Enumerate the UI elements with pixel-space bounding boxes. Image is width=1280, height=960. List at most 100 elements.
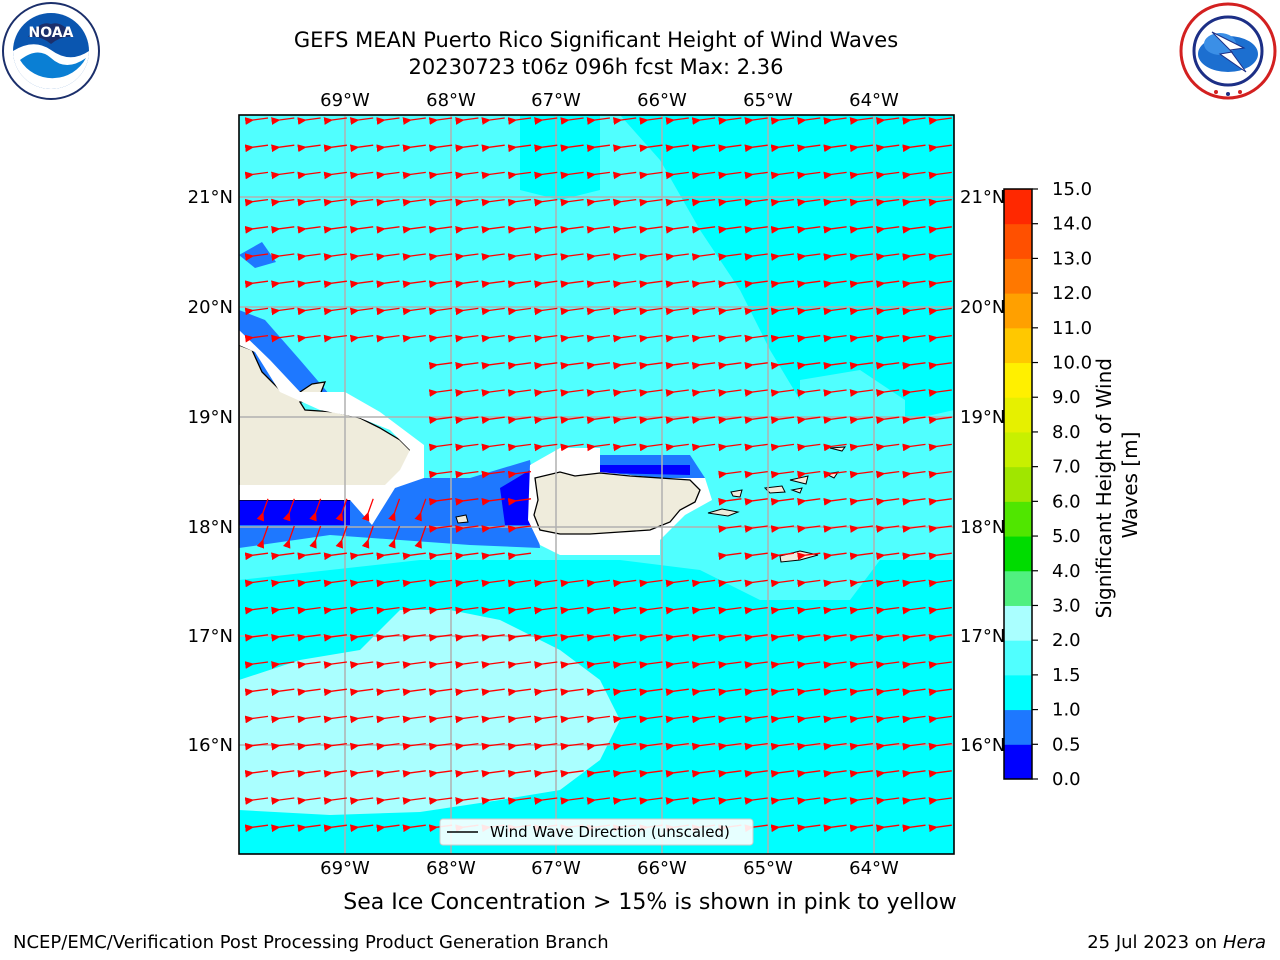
wave-direction-arrow [560, 117, 584, 125]
wave-direction-arrow [849, 117, 873, 125]
wave-direction-arrow [902, 144, 926, 153]
wave-direction-arrow [388, 525, 401, 549]
host-name: Hera [1222, 932, 1266, 953]
wave-direction-arrow [481, 416, 505, 425]
wave-direction-arrow [428, 117, 453, 125]
wave-direction-arrow [507, 579, 532, 588]
wave-direction-arrow [507, 552, 532, 561]
wave-direction-arrow [665, 715, 689, 724]
wave-direction-arrow [455, 742, 479, 751]
wave-direction-arrow [928, 606, 952, 615]
wave-direction-arrow [244, 253, 269, 261]
wave-direction-arrow [455, 280, 479, 289]
wave-direction-arrow [744, 280, 768, 289]
wave-direction-arrow [402, 307, 426, 316]
colorbar-tick-label: 5.0 [1052, 526, 1081, 547]
wave-direction-arrow [323, 579, 347, 588]
wave-direction-arrow [875, 389, 900, 397]
wave-direction-arrow [481, 198, 505, 207]
wave-direction-arrow [665, 361, 689, 370]
virgin-islands-5 [790, 487, 803, 494]
wave-direction-arrow [770, 225, 795, 234]
wave-direction-arrow [349, 688, 374, 697]
wave-direction-arrow [770, 742, 795, 751]
wave-direction-arrow [875, 253, 900, 261]
wave-direction-arrow [902, 253, 926, 261]
wave-direction-arrow [455, 688, 479, 697]
wave-direction-arrow [481, 688, 505, 697]
wave-direction-arrow [849, 198, 873, 207]
wave-direction-arrow [823, 497, 847, 506]
wave-direction-arrow [376, 715, 400, 724]
wave-direction-arrow [402, 824, 426, 833]
date-stamp: 25 Jul 2023 on Hera [1087, 932, 1266, 953]
wave-direction-arrow [744, 253, 768, 261]
wave-direction-arrow [560, 225, 584, 234]
wave-direction-arrow [928, 470, 952, 479]
colorbar-tick-label: 14.0 [1052, 214, 1092, 235]
wave-direction-arrow [414, 525, 427, 549]
wave-direction-arrow [691, 715, 716, 724]
wave-direction-arrow [560, 389, 584, 397]
wave-direction-arrow [507, 715, 532, 724]
wave-direction-arrow [770, 253, 795, 261]
wave-direction-arrow [797, 144, 821, 153]
wave-direction-arrow [639, 661, 663, 669]
wave-direction-arrow [560, 361, 584, 370]
wave-direction-arrow [665, 171, 689, 180]
wave-direction-arrow [244, 552, 269, 561]
wave-direction-arrow [849, 824, 873, 833]
lat-label-left: 17°N [188, 626, 233, 647]
wave-band-0.5-1.0-passage [239, 460, 540, 548]
wave-direction-arrow [271, 715, 295, 724]
wave-direction-arrow [586, 389, 610, 397]
wave-direction-arrow [271, 334, 295, 343]
wave-direction-arrow [323, 661, 347, 669]
wave-direction-arrow [928, 389, 952, 397]
wave-direction-arrow [271, 171, 295, 180]
wave-direction-arrow [744, 661, 768, 669]
wave-direction-arrow [534, 688, 558, 697]
wave-direction-arrow [481, 525, 505, 533]
wave-direction-arrow [665, 443, 689, 452]
map-panel [239, 115, 954, 854]
wave-direction-arrow [428, 525, 453, 533]
anguilla [829, 446, 847, 452]
wave-direction-arrow [244, 715, 269, 724]
sea-ice-note: Sea Ice Concentration > 15% is shown in … [343, 890, 957, 915]
wave-direction-arrow [244, 769, 269, 778]
wave-direction-arrow [612, 334, 637, 343]
wave-direction-arrow [323, 797, 347, 805]
wave-direction-arrow [586, 307, 610, 316]
wave-direction-arrow [507, 117, 532, 125]
wave-direction-arrow [770, 633, 795, 642]
wave-direction-arrow [849, 606, 873, 615]
wave-direction-arrow [770, 307, 795, 316]
wave-direction-arrow [534, 171, 558, 180]
wave-direction-arrow [612, 307, 637, 316]
wave-direction-arrow [744, 198, 768, 207]
wave-direction-arrow [428, 742, 453, 751]
wave-direction-arrow [244, 334, 269, 343]
wave-direction-arrow [823, 171, 847, 180]
wave-direction-arrow [770, 416, 795, 425]
wave-direction-arrow [928, 334, 952, 343]
wave-direction-arrow [376, 552, 400, 561]
wave-direction-arrow [481, 389, 505, 397]
wave-direction-arrow [928, 769, 952, 778]
colorbar-tick-label: 1.0 [1052, 700, 1081, 721]
wave-direction-arrow [691, 334, 716, 343]
wave-direction-arrow [428, 361, 453, 370]
wave-direction-arrow [691, 389, 716, 397]
wave-direction-arrow [455, 334, 479, 343]
wave-direction-arrow [639, 307, 663, 316]
wave-direction-arrow [244, 797, 269, 805]
wave-direction-arrow [428, 470, 453, 479]
wave-direction-arrow [797, 633, 821, 642]
wave-direction-arrow [823, 606, 847, 615]
wave-direction-arrow [665, 579, 689, 588]
wave-direction-arrow [744, 171, 768, 180]
wave-direction-arrow [875, 334, 900, 343]
wave-direction-arrow [244, 633, 269, 642]
wave-direction-arrow [797, 552, 821, 561]
